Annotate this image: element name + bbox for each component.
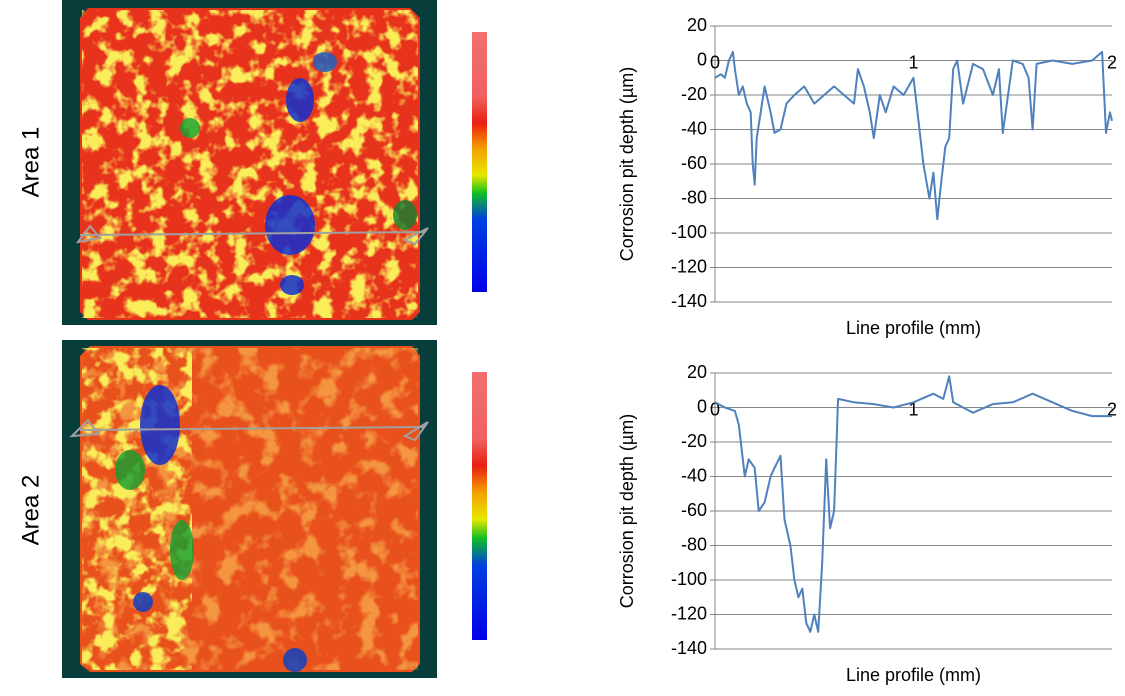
y-tick-label: -20 xyxy=(681,431,707,451)
y-tick-label: -20 xyxy=(681,84,707,104)
height-map xyxy=(62,0,487,325)
x-tick-label: 0 xyxy=(710,52,720,72)
y-tick-label: -120 xyxy=(671,603,707,623)
y-axis-title: Corrosion pit depth (µm) xyxy=(617,67,637,261)
data-line xyxy=(714,375,1112,633)
y-tick-label: -100 xyxy=(671,222,707,242)
y-tick-label: 20 xyxy=(687,15,707,35)
x-axis-title: Line profile (mm) xyxy=(846,318,981,338)
data-line xyxy=(714,50,1113,221)
colorbar-unit: µm xyxy=(530,159,544,173)
x-tick-label: 2 xyxy=(1107,399,1117,419)
colorbar-max: +43.23573 xyxy=(497,367,562,381)
y-tick-label: -140 xyxy=(671,638,707,658)
y-tick-label: -60 xyxy=(681,153,707,173)
x-axis-title: Line profile (mm) xyxy=(846,665,981,685)
x-tick-label: 2 xyxy=(1107,52,1117,72)
x-tick-label: 0 xyxy=(710,399,720,419)
y-tick-label: -140 xyxy=(671,291,707,311)
y-tick-label: 20 xyxy=(687,362,707,382)
x-tick-label: 1 xyxy=(908,399,918,419)
colorbar-min: -169.45877 xyxy=(497,287,569,301)
y-tick-label: -80 xyxy=(681,534,707,554)
y-tick-label: -40 xyxy=(681,465,707,485)
area-label: Area 1 xyxy=(17,127,44,198)
y-tick-label: -40 xyxy=(681,118,707,138)
y-tick-label: -80 xyxy=(681,187,707,207)
colorbar-min: -130.83675 xyxy=(497,640,569,654)
y-tick-label: -120 xyxy=(671,256,707,276)
area-label: Area 2 xyxy=(17,475,44,546)
y-tick-label: 0 xyxy=(697,396,707,416)
y-axis-title: Corrosion pit depth (µm) xyxy=(617,414,637,608)
colorbar-max: +93.24064 xyxy=(497,29,562,43)
y-tick-label: -60 xyxy=(681,500,707,520)
y-tick-label: 0 xyxy=(697,49,707,69)
colorbar-unit: µm xyxy=(530,503,544,517)
y-tick-label: -100 xyxy=(671,569,707,589)
x-tick-label: 1 xyxy=(908,52,918,72)
height-map xyxy=(62,340,487,678)
